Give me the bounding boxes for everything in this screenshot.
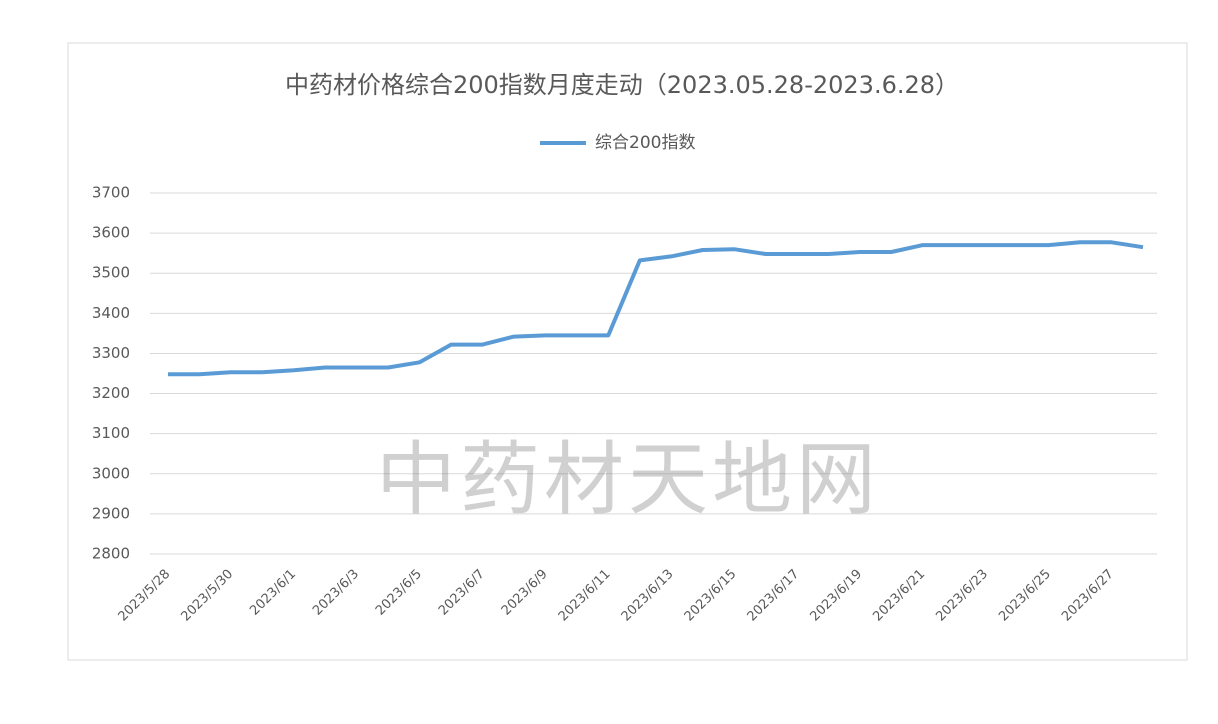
chart-title: 中药材价格综合200指数月度走动（2023.05.28-2023.6.28） — [285, 71, 959, 99]
y-tick-label: 3500 — [92, 264, 130, 282]
y-tick-label: 3600 — [92, 224, 130, 242]
y-tick-label: 2900 — [92, 504, 130, 522]
y-tick-label: 3000 — [92, 464, 130, 482]
watermark: 中药材天地网 — [376, 433, 880, 526]
y-tick-label: 3200 — [92, 384, 130, 402]
chart-frame — [67, 42, 1188, 661]
y-tick-label: 3400 — [92, 304, 130, 322]
y-tick-label: 2800 — [92, 545, 130, 563]
y-tick-label: 3700 — [92, 184, 130, 202]
legend-label: 综合200指数 — [595, 133, 695, 153]
data-line — [168, 240, 1144, 377]
y-tick-label: 3100 — [92, 424, 130, 442]
y-tick-label: 3300 — [92, 344, 130, 362]
